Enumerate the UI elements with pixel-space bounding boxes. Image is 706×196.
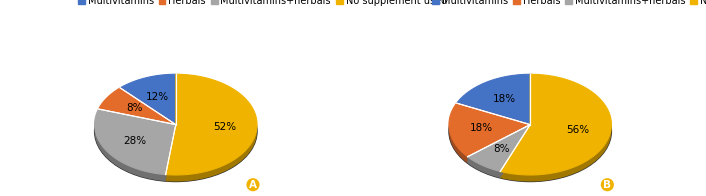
Legend: Multivitamins, Herbals, Multivitamins+herbals, No supplement used: Multivitamins, Herbals, Multivitamins+he…: [432, 0, 706, 6]
Polygon shape: [166, 125, 176, 181]
Polygon shape: [501, 125, 530, 178]
Polygon shape: [449, 124, 467, 163]
Polygon shape: [501, 74, 611, 175]
Text: 8%: 8%: [126, 103, 143, 113]
Polygon shape: [95, 124, 166, 181]
Text: 12%: 12%: [146, 92, 169, 102]
Polygon shape: [449, 103, 530, 157]
Polygon shape: [467, 157, 501, 178]
Text: 18%: 18%: [493, 94, 515, 104]
Legend: Multivitamins, Herbals, Multivitamins+herbals, No supplement used: Multivitamins, Herbals, Multivitamins+he…: [78, 0, 447, 6]
Ellipse shape: [95, 81, 257, 181]
Text: 56%: 56%: [566, 125, 590, 135]
Polygon shape: [166, 125, 176, 181]
Polygon shape: [99, 88, 176, 125]
Text: 18%: 18%: [470, 123, 493, 133]
Polygon shape: [467, 125, 530, 163]
Text: 52%: 52%: [213, 122, 236, 132]
Polygon shape: [467, 125, 530, 163]
Ellipse shape: [449, 81, 611, 181]
Text: 8%: 8%: [493, 144, 510, 154]
Polygon shape: [501, 124, 611, 181]
Polygon shape: [467, 125, 530, 172]
Text: 28%: 28%: [123, 136, 146, 146]
Polygon shape: [457, 74, 530, 125]
Text: B: B: [604, 180, 611, 190]
Polygon shape: [120, 74, 176, 125]
Text: A: A: [249, 180, 257, 190]
Polygon shape: [501, 125, 530, 178]
Polygon shape: [166, 74, 257, 175]
Polygon shape: [95, 109, 176, 175]
Polygon shape: [166, 124, 257, 181]
